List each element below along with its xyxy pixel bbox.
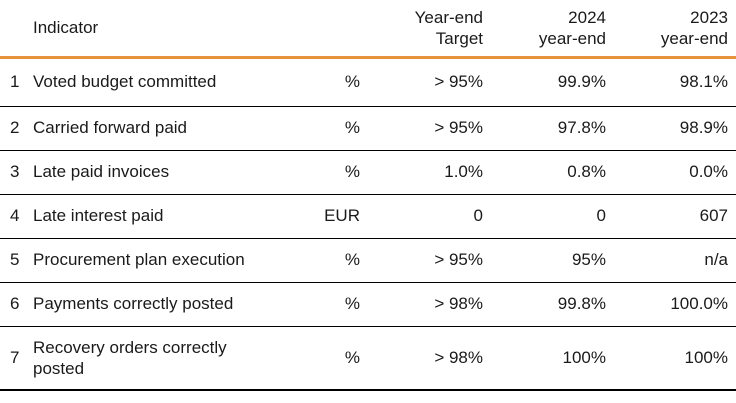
cell-2024: 97.8% [483, 106, 606, 151]
cell-2023: 0.0% [606, 150, 736, 195]
cell-target: 1.0% [360, 150, 483, 195]
cell-2024: 0.8% [483, 150, 606, 195]
cell-unit: % [266, 106, 360, 151]
cell-unit: % [266, 282, 360, 327]
cell-2024: 100% [483, 326, 606, 391]
row-number: 3 [0, 150, 26, 195]
cell-target: > 98% [360, 326, 483, 391]
cell-2024: 0 [483, 194, 606, 239]
cell-2024: 99.8% [483, 282, 606, 327]
cell-unit: % [266, 57, 360, 107]
table-row: 1 Voted budget committed % > 95% 99.9% 9… [0, 57, 736, 107]
cell-2024: 95% [483, 238, 606, 283]
col-header-2024-line2: year-end [538, 28, 606, 48]
cell-2024: 99.9% [483, 57, 606, 107]
row-number: 2 [0, 106, 26, 151]
col-header-2023: 2023 year-end [606, 0, 736, 59]
cell-2023: 98.9% [606, 106, 736, 151]
col-header-2024-line1: 2024 [568, 7, 606, 27]
row-number: 4 [0, 194, 26, 239]
table-row: 2 Carried forward paid % > 95% 97.8% 98.… [0, 106, 736, 151]
cell-2023: n/a [606, 238, 736, 283]
col-header-2024: 2024 year-end [483, 0, 606, 59]
cell-target: > 95% [360, 57, 483, 107]
kpi-table: Indicator Year-end Target 2024 year-end 20… [0, 0, 736, 391]
cell-target: > 95% [360, 238, 483, 283]
cell-target: > 98% [360, 282, 483, 327]
cell-unit: % [266, 150, 360, 195]
cell-indicator: Late paid invoices [26, 150, 266, 195]
table-row: 5 Procurement plan execution % > 95% 95%… [0, 238, 736, 283]
row-number: 1 [0, 57, 26, 107]
col-header-2023-line1: 2023 [690, 7, 728, 27]
cell-2023: 100% [606, 326, 736, 391]
cell-unit: EUR [266, 194, 360, 239]
table-row: 7 Recovery orders correctly posted % > 9… [0, 326, 736, 391]
col-header-indicator: Indicator [26, 0, 266, 59]
header-row: Indicator Year-end Target 2024 year-end 20… [0, 0, 736, 59]
col-header-target-line1: Year-end [414, 7, 483, 27]
cell-unit: % [266, 326, 360, 391]
cell-indicator: Procurement plan execution [26, 238, 266, 283]
cell-indicator: Payments correctly posted [26, 282, 266, 327]
cell-indicator: Carried forward paid [26, 106, 266, 151]
cell-target: 0 [360, 194, 483, 239]
col-header-target: Year-end Target [360, 0, 483, 59]
col-header-unit [266, 0, 360, 59]
col-header-target-line2: Target [435, 28, 483, 48]
cell-target: > 95% [360, 106, 483, 151]
col-header-number [0, 0, 26, 59]
table-row: 3 Late paid invoices % 1.0% 0.8% 0.0% [0, 150, 736, 195]
table-row: 6 Payments correctly posted % > 98% 99.8… [0, 282, 736, 327]
cell-2023: 98.1% [606, 57, 736, 107]
cell-unit: % [266, 238, 360, 283]
cell-indicator: Late interest paid [26, 194, 266, 239]
cell-indicator: Recovery orders correctly posted [26, 326, 266, 391]
row-number: 6 [0, 282, 26, 327]
cell-indicator: Voted budget committed [26, 57, 266, 107]
row-number: 7 [0, 326, 26, 391]
cell-2023: 100.0% [606, 282, 736, 327]
cell-2023: 607 [606, 194, 736, 239]
row-number: 5 [0, 238, 26, 283]
col-header-2023-line2: year-end [660, 28, 728, 48]
table-row: 4 Late interest paid EUR 0 0 607 [0, 194, 736, 239]
